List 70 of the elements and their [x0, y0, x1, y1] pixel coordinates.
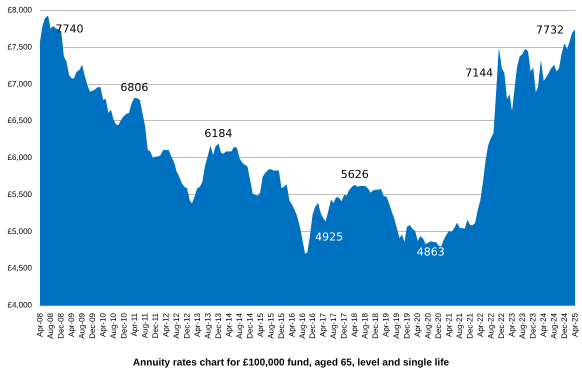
x-tick-label: Aug-16 — [298, 312, 307, 339]
x-tick-label: Apr-11 — [130, 312, 139, 336]
x-tick-label: Apr-25 — [570, 312, 580, 338]
x-tick-label: Apr-17 — [318, 312, 328, 338]
x-tick-label: Apr-12 — [161, 312, 170, 338]
x-tick-label: Apr-08 — [36, 312, 44, 338]
x-tick-label: Aug-13 — [203, 312, 212, 339]
x-tick-label: Dec-23 — [528, 312, 538, 339]
x-tick-label: Aug-10 — [108, 312, 118, 339]
x-tick-label: Dec-24 — [560, 312, 570, 339]
x-tick-label: Aug-17 — [329, 312, 338, 339]
x-tick-label: Dec-13 — [214, 312, 223, 339]
x-tick-label: Aug-22 — [486, 312, 496, 339]
x-tick-label: Apr-10 — [98, 312, 108, 338]
x-tick-label: Dec-11 — [150, 312, 160, 338]
x-tick-label: Dec-12 — [182, 312, 192, 339]
x-tick-label: Dec-16 — [308, 312, 318, 339]
y-tick-label: £4,500 — [8, 264, 33, 273]
text: Annuity rates chart for £100,000 fund, aged 65, level and single life — [132, 358, 450, 368]
data-label: 4925 — [315, 230, 344, 244]
x-tick-label: Aug-14 — [234, 312, 244, 339]
y-tick-label: £4,000 — [8, 300, 33, 310]
x-tick-label: Aug-08 — [46, 312, 55, 339]
x-tick-label: Dec-08 — [56, 312, 66, 339]
x-tick-label: Apr-16 — [287, 312, 296, 338]
x-tick-label: Aug-19 — [392, 312, 402, 339]
data-label: 6806 — [120, 81, 148, 94]
x-tick-label: Aug-18 — [360, 312, 370, 339]
x-tick-label: Apr-21 — [444, 312, 454, 338]
x-tick-label: Apr-24 — [539, 312, 548, 338]
x-tick-label: Dec-10 — [119, 312, 128, 339]
x-tick-label: Dec-15 — [276, 312, 286, 339]
y-tick-label: £6,500 — [8, 116, 33, 126]
x-tick-label: Dec-09 — [88, 312, 97, 339]
data-label: 5626 — [340, 168, 369, 182]
x-tick-label: Dec-14 — [245, 312, 254, 339]
y-tick-label: £7,500 — [8, 42, 33, 52]
x-tick-label: Apr-14 — [224, 312, 234, 338]
x-tick-label: Dec-20 — [434, 312, 444, 339]
x-tick-label: Apr-13 — [192, 312, 202, 338]
y-tick-label: £8,000 — [8, 6, 33, 14]
data-label: 7144 — [465, 66, 494, 80]
data-label: 4863 — [416, 245, 445, 258]
data-label: 7740 — [55, 22, 84, 36]
y-tick-label: £5,500 — [8, 190, 33, 199]
x-tick-label: Apr-09 — [66, 312, 76, 338]
x-tick-label: Apr-20 — [413, 312, 422, 338]
x-tick-label: Aug-20 — [424, 312, 433, 339]
data-label: 7732 — [536, 23, 564, 36]
x-tick-label: Apr-22 — [476, 312, 486, 338]
y-tick-label: £5,000 — [8, 226, 33, 236]
x-tick-label: Dec-19 — [402, 312, 412, 339]
y-tick-label: £6,000 — [8, 153, 33, 162]
x-tick-label: Apr-19 — [382, 312, 391, 338]
x-tick-label: Aug-21 — [455, 312, 464, 339]
data-label: 6184 — [204, 126, 232, 140]
x-tick-label: Dec-18 — [371, 312, 380, 339]
x-tick-label: Aug-09 — [77, 312, 86, 339]
x-tick-label: Aug-15 — [266, 312, 276, 339]
x-tick-label: Dec-22 — [497, 312, 506, 339]
y-tick-label: £7,000 — [8, 79, 33, 88]
x-tick-label: Apr-15 — [256, 312, 265, 338]
x-tick-label: Aug-11 — [140, 312, 150, 338]
x-tick-label: Dec-21 — [466, 312, 475, 339]
x-tick-label: Aug-12 — [172, 312, 181, 339]
x-tick-label: Apr-18 — [350, 312, 360, 338]
x-tick-label: Aug-24 — [550, 312, 559, 339]
x-tick-label: Apr-23 — [508, 312, 517, 338]
x-tick-label: Dec-17 — [340, 312, 349, 339]
x-tick-label: Aug-23 — [518, 312, 528, 339]
